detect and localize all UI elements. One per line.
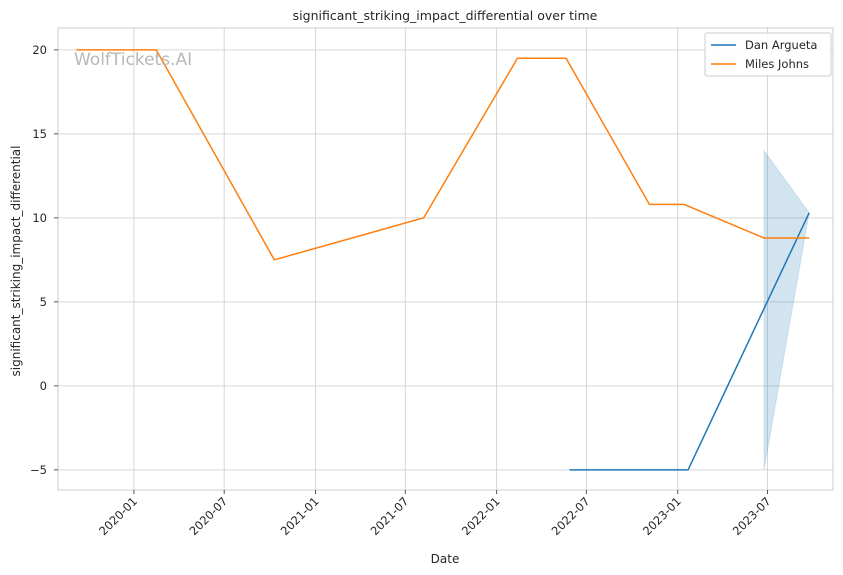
y-axis-ticks: −5 0 5 10 15 20: [30, 43, 58, 477]
x-axis-ticks: 2020-01 2020-07 2021-01 2021-07 2022-01 2022-…: [96, 490, 774, 538]
x-tick-label: 2023-07: [730, 494, 774, 538]
x-tick-label: 2020-01: [96, 494, 140, 538]
x-tick-label: 2020-07: [186, 494, 230, 538]
x-tick-label: 2023-01: [640, 494, 684, 538]
series-line: [76, 49, 810, 261]
x-tick-label: 2021-07: [368, 494, 412, 538]
y-tick-label: −5: [30, 463, 47, 477]
legend-label: Miles Johns: [745, 57, 809, 71]
confidence-bands: [763, 149, 810, 470]
series-lines: [76, 49, 810, 471]
x-tick-label: 2021-01: [278, 494, 322, 538]
y-tick-label: 5: [40, 295, 47, 309]
y-tick-label: 20: [32, 43, 47, 57]
legend-box: [704, 32, 832, 77]
x-tick-label: 2022-07: [549, 494, 593, 538]
x-axis-label: Date: [431, 552, 460, 566]
plot-frame: [57, 27, 834, 491]
y-tick-label: 15: [32, 127, 47, 141]
legend-label: Dan Argueta: [745, 38, 817, 52]
x-tick-label: 2022-01: [459, 494, 503, 538]
chart-title: significant_striking_impact_differential…: [293, 8, 598, 23]
grid-lines: [58, 28, 833, 490]
watermark-text: WolfTickets.AI: [74, 50, 192, 70]
confidence-band: [763, 149, 810, 470]
series-line: [569, 212, 810, 471]
y-tick-label: 10: [32, 211, 47, 225]
y-axis-label: significant_striking_impact_differential: [9, 146, 23, 377]
legend: Dan Argueta Miles Johns: [704, 32, 832, 77]
y-tick-label: 0: [40, 379, 47, 393]
